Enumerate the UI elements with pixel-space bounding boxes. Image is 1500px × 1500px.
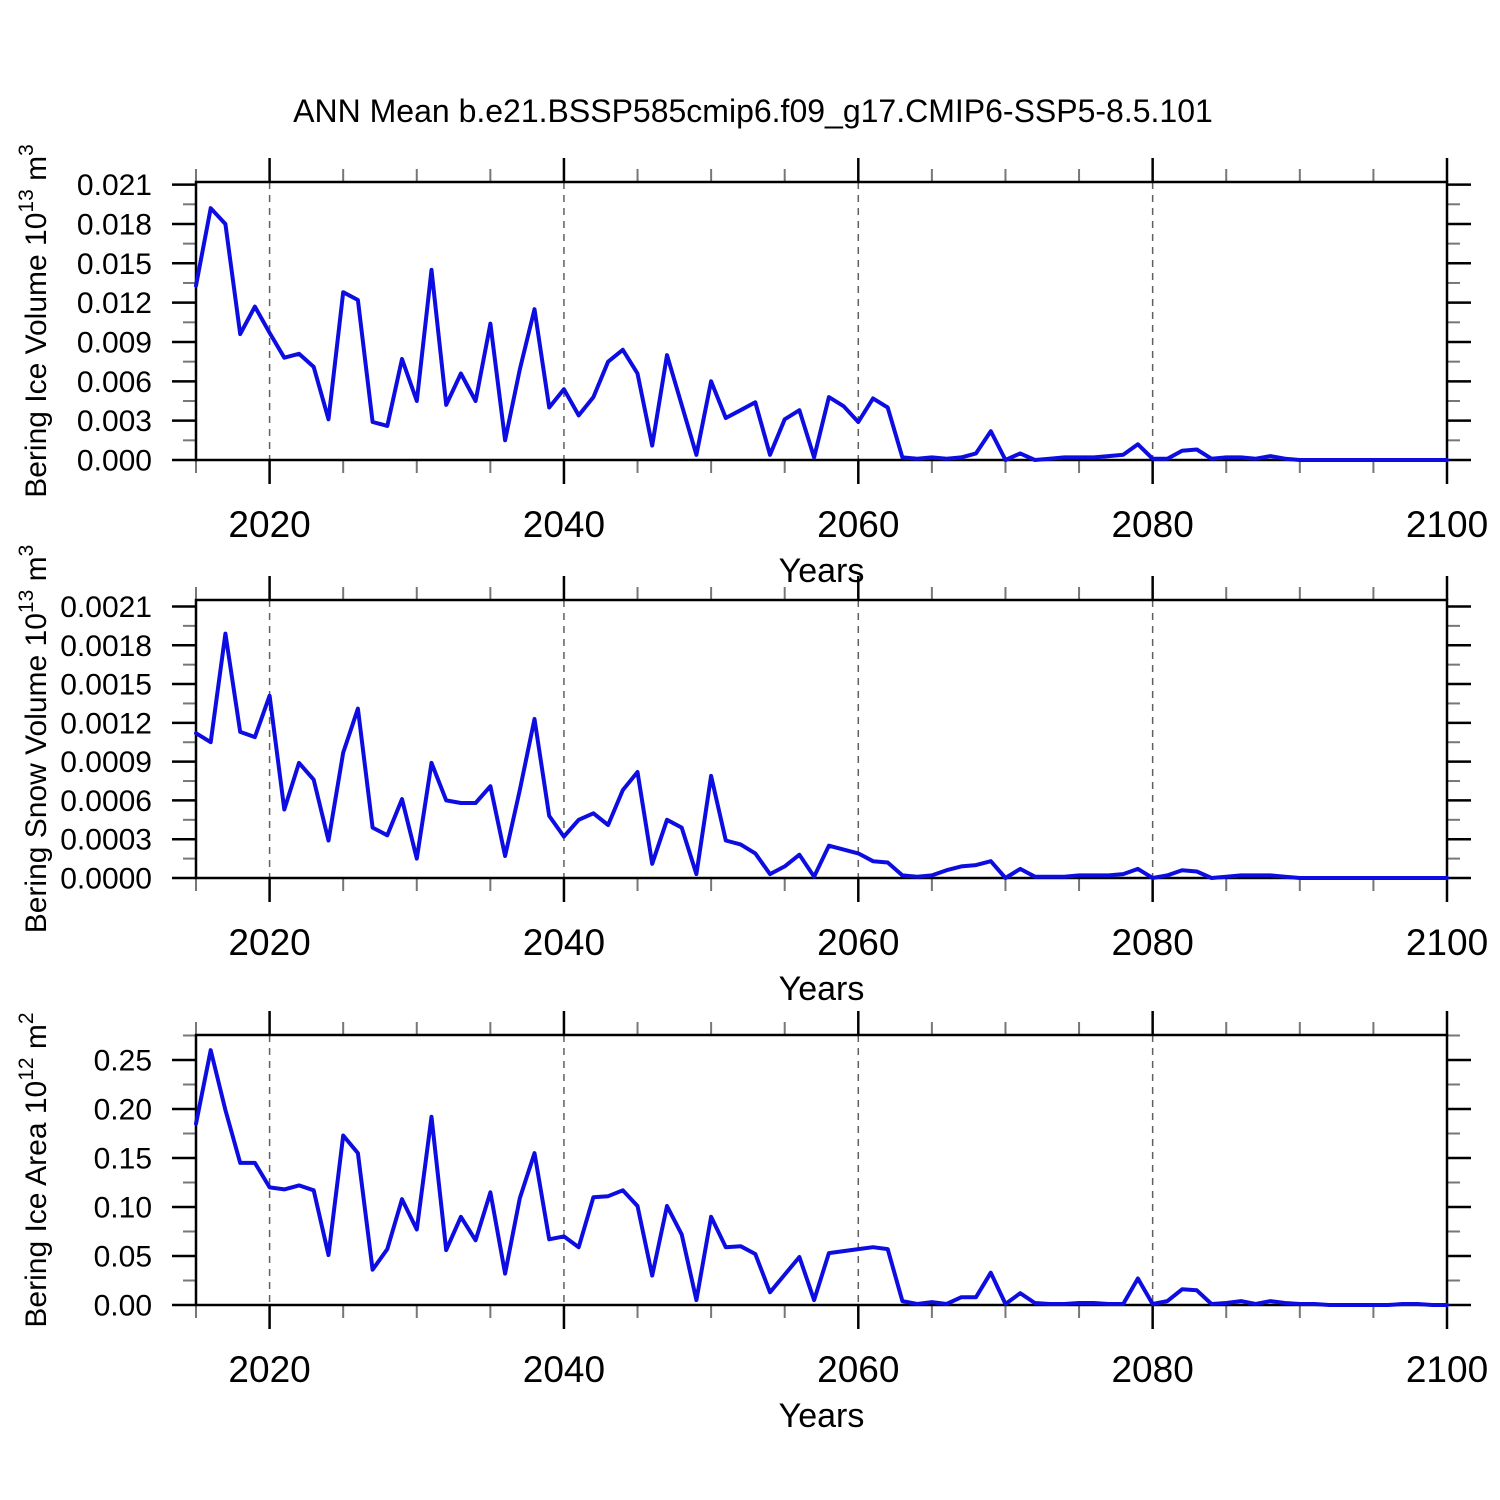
y-axis-title-text: m	[20, 1024, 53, 1057]
y-tick-label: 0.012	[77, 287, 152, 320]
y-tick-label: 0.015	[77, 248, 152, 281]
x-axis-title: Years	[779, 552, 865, 590]
x-tick-label: 2080	[1111, 1349, 1193, 1390]
y-tick-label: 0.05	[94, 1240, 152, 1273]
y-axis-title-text: m	[20, 156, 53, 189]
y-axis-title: Bering Ice Area 1012 m2	[15, 1012, 53, 1327]
bering-snow-volume-line	[194, 631, 1449, 880]
x-axis-title: Years	[779, 1397, 865, 1435]
bering-ice-volume-line	[194, 206, 1449, 462]
y-tick-label: 0.25	[94, 1044, 152, 1077]
x-tick-label: 2060	[817, 1349, 899, 1390]
y-axis-title-text: Bering Ice Area 10	[20, 1081, 53, 1328]
plot-frame	[194, 180, 1449, 462]
y-tick-label: 0.0000	[60, 863, 152, 896]
y-axis-title-text: m	[20, 556, 53, 589]
x-tick-label: 2020	[228, 922, 310, 963]
y-tick-label: 0.15	[94, 1142, 152, 1175]
y-axis-title: Bering Ice Volume 1013 m3	[15, 144, 53, 498]
y-axis-title-superscript: 3	[15, 144, 38, 156]
y-axis-title-superscript: 3	[15, 545, 38, 557]
x-tick-label: 2040	[523, 1349, 605, 1390]
y-axis-title: Bering Snow Volume 1013 m3	[15, 545, 53, 934]
panel-bering-ice-area: 2020 2040 2060 2080 2100 0.00 0.05 0.10 0.15 0.20…	[15, 1011, 1488, 1435]
x-tick-label: 2080	[1111, 922, 1193, 963]
y-tick-label: 0.0015	[60, 669, 152, 702]
x-tick-label: 2040	[523, 922, 605, 963]
y-tick-label: 0.00	[94, 1290, 152, 1323]
y-axis-title-superscript: 12	[15, 1057, 38, 1080]
panel-bering-ice-volume: 2020 2040 2060 2080 2100 0.000 0.003 0.006 0.009…	[15, 144, 1488, 590]
figure-title: ANN Mean b.e21.BSSP585cmip6.f09_g17.CMIP…	[293, 93, 1213, 129]
y-tick-label: 0.021	[77, 169, 152, 202]
x-tick-label: 2100	[1406, 504, 1488, 545]
y-axis-title-superscript: 13	[15, 590, 38, 613]
x-tick-label: 2020	[228, 504, 310, 545]
y-axis-title-text: Bering Ice Volume 10	[20, 213, 53, 498]
plot-frame	[194, 1033, 1449, 1307]
y-tick-label: 0.0018	[60, 630, 152, 663]
x-tick-label: 2100	[1406, 922, 1488, 963]
x-tick-label: 2080	[1111, 504, 1193, 545]
y-axis-title-superscript: 13	[15, 189, 38, 212]
y-tick-label: 0.0003	[60, 824, 152, 857]
y-tick-label: 0.018	[77, 208, 152, 241]
panels-group: 2020 2040 2060 2080 21000.0000.0030.0060.009…	[15, 144, 1488, 1435]
y-tick-label: 0.009	[77, 326, 152, 359]
x-axis-title: Years	[779, 970, 865, 1008]
y-tick-label: 0.10	[94, 1191, 152, 1224]
x-tick-label: 2020	[228, 1349, 310, 1390]
panel-bering-snow-volume: 2020 2040 2060 2080 2100 0.0000 0.0003 0.0006 0.…	[15, 545, 1488, 1008]
y-tick-label: 0.0006	[60, 785, 152, 818]
y-tick-label: 0.20	[94, 1093, 152, 1126]
bering-ice-area-line	[194, 1048, 1449, 1307]
y-tick-label: 0.0009	[60, 746, 152, 779]
y-tick-label: 0.0021	[60, 591, 152, 624]
y-tick-label: 0.0012	[60, 707, 152, 740]
y-tick-label: 0.000	[77, 445, 152, 478]
y-axis-title-text: Bering Snow Volume 10	[20, 613, 53, 933]
x-tick-label: 2040	[523, 504, 605, 545]
y-tick-label: 0.006	[77, 366, 152, 399]
x-tick-label: 2060	[817, 922, 899, 963]
y-tick-label: 0.003	[77, 405, 152, 438]
x-tick-label: 2100	[1406, 1349, 1488, 1390]
y-axis-title-superscript: 2	[15, 1012, 38, 1024]
plot-frame	[194, 598, 1449, 880]
x-tick-label: 2060	[817, 504, 899, 545]
